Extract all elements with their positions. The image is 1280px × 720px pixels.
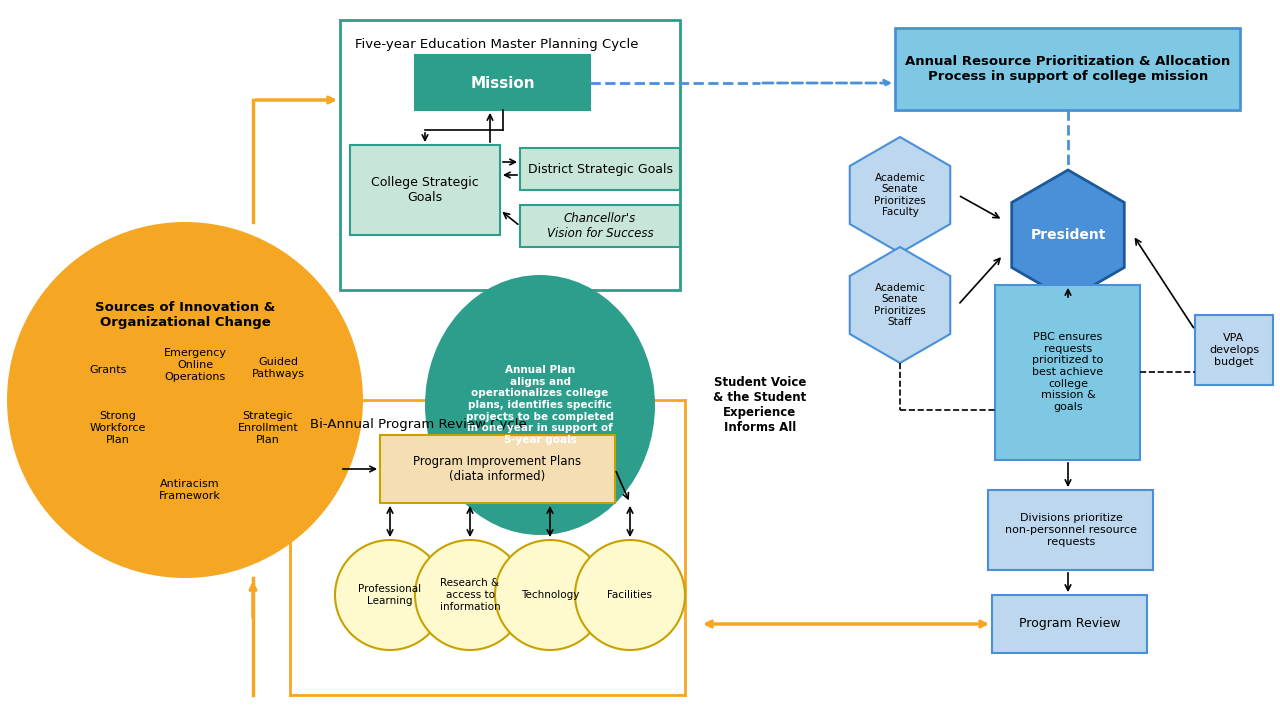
- Text: Annual Resource Prioritization & Allocation
Process in support of college missio: Annual Resource Prioritization & Allocat…: [905, 55, 1230, 83]
- FancyBboxPatch shape: [380, 435, 614, 503]
- Text: Strategic
Enrollment
Plan: Strategic Enrollment Plan: [238, 411, 298, 445]
- Text: Research &
access to
information: Research & access to information: [440, 578, 500, 611]
- Text: Facilities: Facilities: [608, 590, 653, 600]
- Text: Mission: Mission: [471, 76, 535, 91]
- Text: Grants: Grants: [90, 365, 127, 375]
- Text: Academic
Senate
Prioritizes
Faculty: Academic Senate Prioritizes Faculty: [874, 173, 925, 217]
- FancyBboxPatch shape: [520, 205, 680, 247]
- Text: Student Voice
& the Student
Experience
Informs All: Student Voice & the Student Experience I…: [713, 376, 806, 434]
- Ellipse shape: [6, 222, 364, 578]
- Text: Divisions prioritize
non-personnel resource
requests: Divisions prioritize non-personnel resou…: [1005, 513, 1137, 546]
- FancyBboxPatch shape: [520, 148, 680, 190]
- Text: Bi-Annual Program Review Cycle: Bi-Annual Program Review Cycle: [310, 418, 527, 431]
- FancyBboxPatch shape: [1196, 315, 1274, 385]
- Text: Program Improvement Plans
(diata informed): Program Improvement Plans (diata informe…: [413, 455, 581, 483]
- Polygon shape: [1011, 170, 1124, 300]
- FancyBboxPatch shape: [992, 595, 1147, 653]
- Text: Program Review: Program Review: [1019, 618, 1121, 631]
- Text: Strong
Workforce
Plan: Strong Workforce Plan: [90, 411, 146, 445]
- FancyBboxPatch shape: [995, 285, 1140, 460]
- FancyBboxPatch shape: [988, 490, 1153, 570]
- Text: Sources of Innovation &
Organizational Change: Sources of Innovation & Organizational C…: [95, 301, 275, 329]
- FancyBboxPatch shape: [340, 20, 680, 290]
- Text: District Strategic Goals: District Strategic Goals: [527, 163, 672, 176]
- Text: Annual Plan
aligns and
operationalizes college
plans, identifies specific
projec: Annual Plan aligns and operationalizes c…: [466, 365, 614, 445]
- Polygon shape: [850, 247, 950, 363]
- FancyBboxPatch shape: [415, 55, 590, 110]
- FancyBboxPatch shape: [349, 145, 500, 235]
- Text: Five-year Education Master Planning Cycle: Five-year Education Master Planning Cycl…: [355, 38, 639, 51]
- Text: Antiracism
Framework: Antiracism Framework: [159, 480, 221, 501]
- Text: Emergency
Online
Operations: Emergency Online Operations: [164, 348, 227, 382]
- Ellipse shape: [495, 540, 605, 650]
- Text: College Strategic
Goals: College Strategic Goals: [371, 176, 479, 204]
- Text: President: President: [1030, 228, 1106, 242]
- Polygon shape: [850, 137, 950, 253]
- Ellipse shape: [335, 540, 445, 650]
- Text: Academic
Senate
Prioritizes
Staff: Academic Senate Prioritizes Staff: [874, 283, 925, 328]
- Text: Guided
Pathways: Guided Pathways: [251, 357, 305, 379]
- Text: Technology: Technology: [521, 590, 579, 600]
- Text: PBC ensures
requests
prioritized to
best achieve
college
mission &
goals: PBC ensures requests prioritized to best…: [1033, 332, 1103, 412]
- Text: Professional
Learning: Professional Learning: [358, 584, 421, 606]
- Text: VPA
develops
budget: VPA develops budget: [1208, 333, 1260, 366]
- FancyBboxPatch shape: [291, 400, 685, 695]
- FancyBboxPatch shape: [895, 28, 1240, 110]
- Ellipse shape: [425, 275, 655, 535]
- Ellipse shape: [575, 540, 685, 650]
- Ellipse shape: [415, 540, 525, 650]
- Text: Chancellor's
Vision for Success: Chancellor's Vision for Success: [547, 212, 653, 240]
